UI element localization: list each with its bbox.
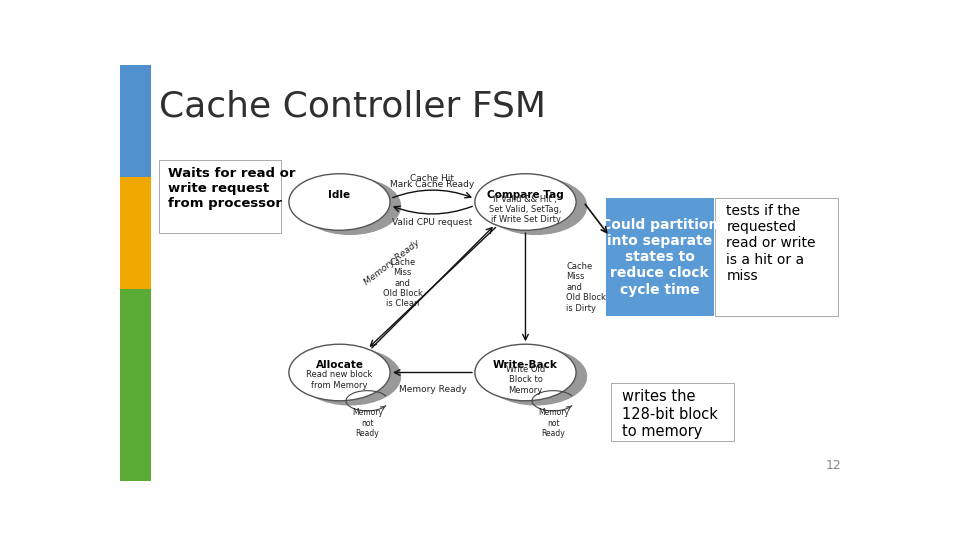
Text: If Valid && Hit ,
Set Valid, SetTag,
if Write Set Dirty: If Valid && Hit , Set Valid, SetTag, if …: [490, 194, 562, 225]
Text: Cache
Miss
and
Old Block
is Clean: Cache Miss and Old Block is Clean: [383, 258, 422, 308]
FancyBboxPatch shape: [158, 160, 281, 233]
Text: Cache Controller FSM: Cache Controller FSM: [159, 90, 546, 124]
Bar: [120, 65, 152, 177]
Circle shape: [475, 174, 576, 230]
Text: Could partition
into separate
states to
reduce clock
cycle time: Could partition into separate states to …: [601, 218, 718, 296]
Circle shape: [289, 174, 390, 230]
Text: Memory Ready: Memory Ready: [362, 238, 421, 287]
Text: Memory
not
Ready: Memory not Ready: [538, 408, 569, 438]
Text: Memory Ready: Memory Ready: [398, 384, 467, 394]
Text: Cache
Miss
and
Old Block
is Dirty: Cache Miss and Old Block is Dirty: [566, 262, 607, 313]
Circle shape: [289, 344, 390, 401]
FancyBboxPatch shape: [611, 383, 733, 441]
Bar: [120, 177, 152, 289]
Text: tests if the
requested
read or write
is a hit or a
miss: tests if the requested read or write is …: [727, 204, 816, 283]
Text: Cache Hit: Cache Hit: [411, 174, 454, 184]
Circle shape: [475, 344, 576, 401]
Text: Mark Cache Ready: Mark Cache Ready: [391, 180, 474, 189]
Text: Allocate: Allocate: [316, 360, 364, 370]
Text: Write-Back: Write-Back: [493, 360, 558, 370]
Circle shape: [300, 348, 400, 405]
Text: Read new block
from Memory: Read new block from Memory: [306, 370, 372, 390]
Circle shape: [486, 178, 587, 234]
Bar: [120, 289, 152, 481]
FancyBboxPatch shape: [715, 198, 838, 316]
Text: Idle: Idle: [328, 190, 350, 199]
Text: Compare Tag: Compare Tag: [487, 190, 564, 199]
Text: Write Old
Block to
Memory: Write Old Block to Memory: [506, 365, 545, 395]
Text: Memory
not
Ready: Memory not Ready: [351, 408, 383, 438]
Text: Waits for read or
write request
from processor: Waits for read or write request from pro…: [168, 167, 296, 210]
Circle shape: [486, 348, 587, 405]
Circle shape: [300, 178, 400, 234]
Text: 12: 12: [826, 460, 842, 472]
Text: Valid CPU request: Valid CPU request: [393, 218, 472, 227]
FancyBboxPatch shape: [606, 198, 713, 316]
Text: writes the
128-bit block
to memory: writes the 128-bit block to memory: [622, 389, 718, 439]
